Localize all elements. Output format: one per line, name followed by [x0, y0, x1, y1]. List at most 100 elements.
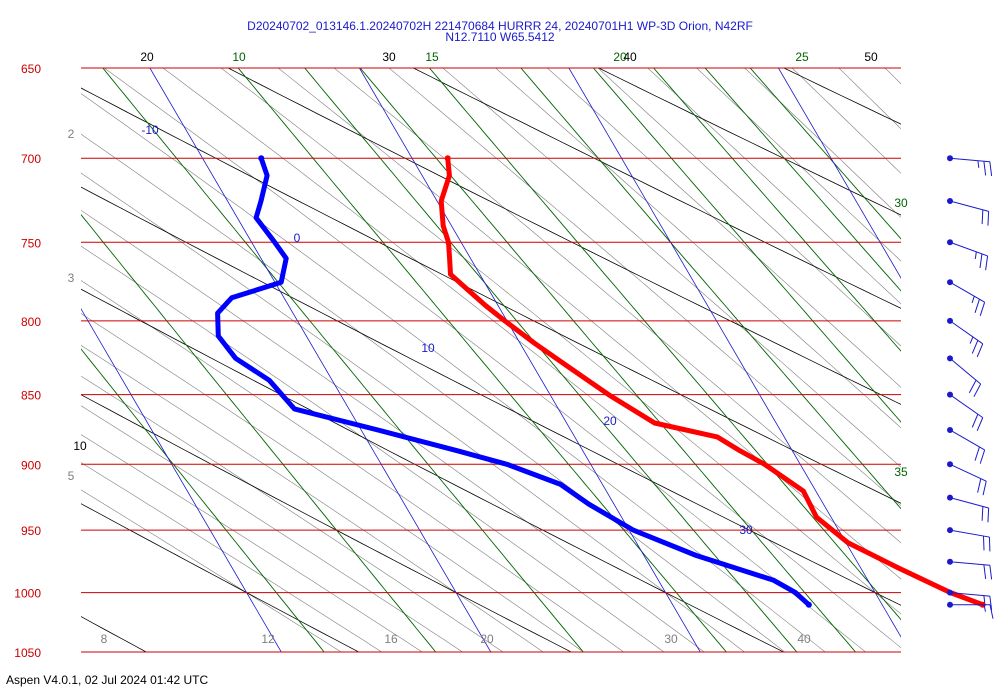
wind-barb-flag	[989, 596, 993, 611]
wind-barb	[947, 317, 984, 358]
pressure-label: 1000	[14, 587, 41, 601]
wind-barb-flag	[987, 507, 990, 523]
mixing-ratio-line	[102, 68, 584, 652]
mixing-ratio-label: 35	[894, 465, 908, 479]
dry-adiabat-line	[81, 87, 901, 504]
wind-barb	[947, 461, 987, 496]
wind-barb-staff	[949, 592, 990, 597]
wind-barb-staff	[949, 429, 985, 451]
moist-adiabat-label: 2	[68, 127, 75, 141]
moist-adiabat-line	[696, 68, 901, 262]
moist-adiabat-label: 20	[480, 632, 494, 646]
wind-barb-station	[947, 317, 953, 324]
wind-barb-half-flag	[971, 296, 975, 304]
moist-adiabat-line	[546, 68, 901, 388]
wind-barb-flag	[982, 481, 987, 496]
moist-adiabat-label: 5	[68, 469, 75, 483]
isotherm-label: 0	[294, 231, 301, 245]
mixing-ratio-line	[359, 68, 856, 652]
isotherm-line	[568, 68, 901, 638]
moist-adiabat-label: 12	[261, 632, 275, 646]
moist-adiabat-label: 40	[797, 632, 811, 646]
wind-barb-half-flag	[974, 251, 977, 259]
wind-barb-flag	[985, 255, 989, 271]
wind-barb	[947, 589, 993, 611]
moist-adiabat-line	[277, 68, 901, 580]
moist-adiabat-line	[931, 68, 1000, 652]
moist-adiabat-label: 30	[664, 632, 678, 646]
wind-barb-staff	[949, 394, 984, 419]
pressure-label: 800	[21, 315, 41, 329]
dry-adiabat-line	[227, 68, 901, 405]
pressure-label: 900	[21, 458, 41, 472]
mixing-ratio-label: 20	[613, 50, 627, 64]
dry-adiabat-label: 10	[73, 439, 87, 453]
isotherm-line	[778, 68, 901, 279]
wind-barb-station	[947, 494, 953, 501]
pressure-label: 950	[21, 524, 41, 538]
wind-barb-half-flag	[983, 604, 986, 612]
isotherm-line	[149, 68, 492, 652]
wind-barb-station	[947, 461, 953, 468]
moist-adiabat-line	[81, 93, 826, 652]
dry-adiabat-line	[598, 68, 901, 216]
wind-barb-flag	[989, 604, 994, 619]
moist-adiabat-line	[81, 434, 423, 652]
mixing-ratio-line	[237, 68, 727, 652]
wind-barb-flag	[971, 413, 979, 428]
wind-barb-station	[947, 426, 953, 433]
dry-adiabat-label: 20	[140, 50, 154, 64]
pressure-label: 700	[21, 152, 41, 166]
wind-barb-station	[947, 197, 953, 204]
mixing-ratio-line	[81, 348, 325, 652]
wind-barb	[947, 355, 982, 397]
isotherm-label: 10	[421, 341, 435, 355]
isotherm-line	[359, 68, 701, 652]
isotherm-line	[81, 308, 282, 652]
wind-barb-flag	[977, 478, 982, 493]
pressure-label: 850	[21, 389, 41, 403]
temperature-profile-endpoint	[444, 155, 451, 162]
moist-adiabat-line	[81, 462, 383, 652]
mixing-ratio-label: 10	[232, 50, 246, 64]
moist-adiabat-line	[597, 68, 901, 347]
moist-adiabat-line	[81, 489, 342, 652]
footer-text: Aspen V4.0.1, 02 Jul 2024 01:42 UTC	[6, 673, 209, 687]
wind-barb-flag	[989, 565, 993, 580]
wind-barb-station	[947, 601, 953, 608]
wind-barb-half-flag	[969, 336, 974, 344]
moist-adiabat-label: 3	[68, 271, 75, 285]
pressure-label: 650	[21, 62, 41, 76]
pressure-label: 750	[21, 236, 41, 250]
wind-barb-flag	[983, 161, 987, 176]
dry-adiabat-line	[81, 394, 572, 652]
wind-barb-flag	[974, 299, 980, 313]
wind-barb-staff	[949, 463, 987, 482]
mixing-ratio-line	[653, 68, 901, 352]
wind-barb-station	[947, 589, 953, 596]
moist-adiabat-line	[495, 68, 901, 429]
isotherm-label: 20	[603, 414, 617, 428]
moist-adiabat-line	[81, 209, 705, 652]
wind-barb-staff	[949, 497, 989, 509]
isotherm-line	[988, 68, 1000, 652]
chart-subtitle: N12.7110 W65.5412	[445, 30, 555, 44]
wind-barb-staff	[949, 157, 990, 163]
moist-adiabat-line	[81, 375, 504, 652]
wind-barb-station	[947, 239, 953, 246]
moist-adiabat-line	[81, 133, 786, 652]
wind-barb	[947, 558, 993, 580]
wind-barb	[947, 155, 993, 177]
wind-barb-flag	[979, 449, 986, 464]
mixing-ratio-line	[704, 68, 901, 292]
wind-barb-station	[947, 355, 953, 362]
wind-barb-flag	[981, 209, 984, 225]
wind-barb	[947, 426, 986, 464]
wind-barb	[947, 197, 990, 226]
moist-adiabat-line	[103, 68, 866, 652]
wind-barb-flag	[976, 417, 984, 432]
wind-barb	[947, 279, 986, 316]
wind-barb	[947, 527, 991, 552]
wind-barb-flag	[979, 253, 983, 269]
wind-barb-staff	[949, 561, 990, 566]
